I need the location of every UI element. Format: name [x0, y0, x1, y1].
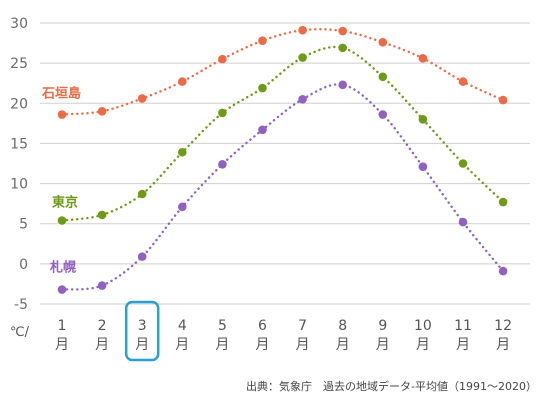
y-tick-label: 5 — [19, 217, 28, 233]
data-point — [178, 202, 187, 212]
x-tick-month-suffix: 月 — [496, 337, 510, 353]
series-label: 石垣島 — [41, 86, 81, 102]
data-point — [458, 77, 468, 86]
data-point — [418, 162, 428, 172]
series-line — [60, 83, 505, 291]
x-tick-label: 6 — [258, 318, 267, 334]
data-point — [178, 77, 187, 86]
y-tick-label: 30 — [10, 16, 28, 32]
data-point — [97, 210, 107, 220]
data-point — [57, 216, 67, 225]
data-point — [258, 36, 267, 45]
data-point — [338, 26, 348, 36]
x-tick-label: 12 — [494, 318, 512, 334]
x-tick-label: 5 — [218, 318, 227, 334]
data-point — [218, 54, 227, 64]
x-tick-label: 1 — [58, 318, 67, 334]
data-point — [57, 110, 67, 119]
y-axis-unit: ℃/ — [10, 325, 30, 340]
series-label: 札幌 — [49, 260, 76, 276]
x-axis-ticks: 1 月 2 月 3 月 4 月 5 月 6 月 7 月 8 月 9 月 10 月 11 月 12 月 — [55, 318, 512, 353]
data-point — [97, 281, 107, 290]
x-tick-label: 10 — [414, 318, 432, 334]
y-tick-label: 10 — [10, 177, 28, 193]
x-tick-label: 8 — [338, 318, 347, 334]
data-point — [498, 95, 508, 105]
data-point — [298, 25, 307, 35]
data-point — [258, 83, 267, 93]
y-tick-label: 0 — [19, 257, 28, 273]
x-tick-month-suffix: 月 — [135, 337, 149, 353]
data-point — [378, 37, 388, 47]
data-point — [418, 54, 428, 63]
source-note: 出典：気象庁 過去の地域データ-平均値（1991～2020） — [246, 379, 537, 393]
highlighted-month-box — [124, 300, 160, 362]
data-point — [137, 252, 147, 261]
data-point — [498, 197, 508, 207]
grid-lines — [40, 22, 530, 305]
x-tick-label: 9 — [378, 318, 387, 334]
y-tick-label: 25 — [10, 56, 28, 72]
data-point — [458, 159, 468, 168]
x-tick-label: 11 — [454, 318, 472, 334]
x-tick-label: 2 — [98, 318, 107, 334]
x-tick-label: 3 — [138, 318, 147, 334]
x-tick-month-suffix: 月 — [55, 337, 69, 353]
series-label: 東京 — [52, 195, 78, 211]
data-point — [418, 115, 428, 124]
y-axis-ticks: -5 0 5 10 15 20 25 30 — [10, 16, 28, 313]
data-point — [378, 72, 388, 82]
x-tick-month-suffix: 月 — [95, 337, 109, 353]
series-layer — [57, 25, 508, 294]
data-point — [338, 43, 348, 53]
data-point — [458, 217, 468, 227]
data-point — [137, 189, 147, 199]
data-point — [218, 108, 227, 118]
y-tick-label: -5 — [14, 297, 28, 313]
x-tick-month-suffix: 月 — [215, 337, 229, 353]
x-tick-label: 4 — [178, 318, 187, 334]
data-point — [57, 285, 67, 294]
y-tick-label: 15 — [10, 136, 28, 152]
data-point — [258, 125, 267, 135]
data-point — [97, 107, 107, 116]
data-point — [137, 94, 147, 103]
data-point — [298, 53, 307, 62]
x-tick-month-suffix: 月 — [456, 337, 470, 353]
x-tick-month-suffix: 月 — [296, 337, 310, 353]
series-line — [60, 28, 505, 116]
series-line — [60, 45, 505, 222]
x-tick-month-suffix: 月 — [416, 337, 430, 353]
x-tick-month-suffix: 月 — [175, 337, 189, 353]
x-tick-label: 7 — [298, 318, 307, 334]
data-point — [218, 160, 227, 169]
y-tick-label: 20 — [10, 96, 28, 112]
x-tick-month-suffix: 月 — [336, 337, 350, 353]
x-tick-month-suffix: 月 — [376, 337, 390, 353]
x-tick-month-suffix: 月 — [256, 337, 270, 353]
data-point — [338, 80, 348, 90]
data-point — [498, 266, 508, 276]
data-point — [298, 94, 307, 104]
data-point — [378, 110, 388, 119]
data-point — [178, 147, 187, 157]
